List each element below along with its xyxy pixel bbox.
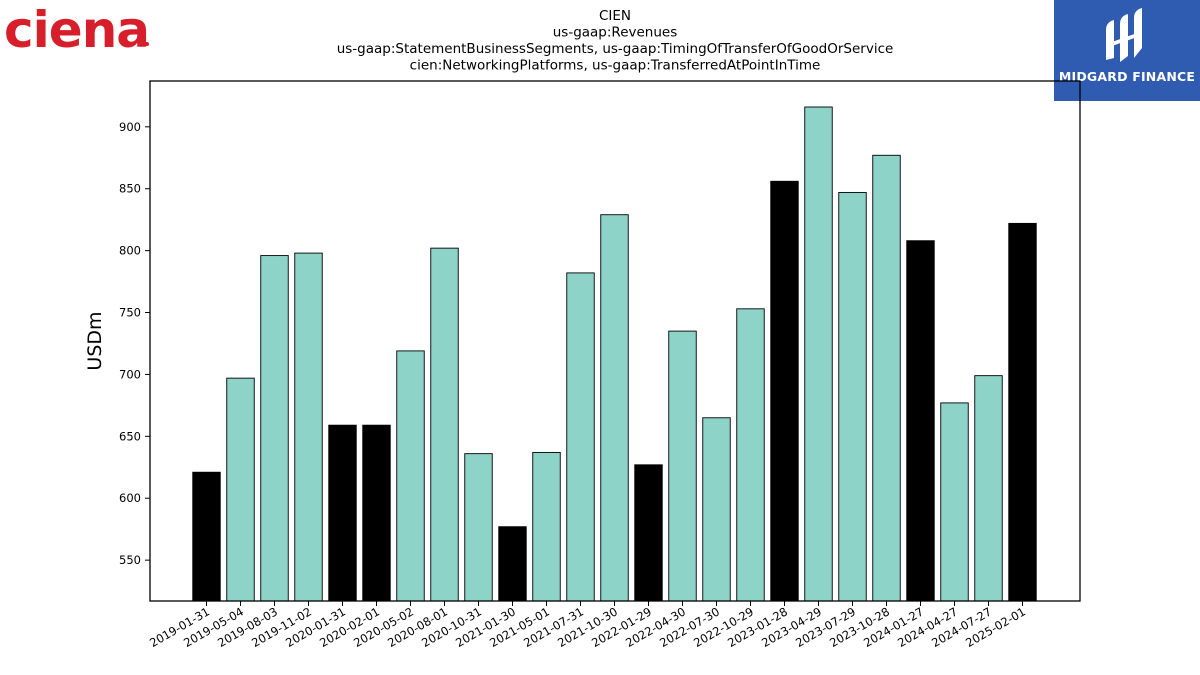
bar: [192, 471, 221, 602]
chart-title: CIENus-gaap:Revenuesus-gaap:StatementBus…: [337, 8, 894, 74]
x-axis: 2019-01-312019-05-042019-08-032019-11-02…: [147, 601, 1028, 650]
bar: [770, 180, 799, 602]
y-tick-label: 650: [119, 429, 141, 443]
y-tick-label: 750: [119, 306, 141, 320]
bar: [294, 252, 323, 602]
bar: [634, 464, 663, 602]
y-axis-label: USDm: [84, 311, 106, 370]
midgard-finance-logo: MIDGARD FINANCE: [1054, 0, 1200, 101]
y-tick-label: 800: [119, 244, 141, 258]
bar: [668, 330, 697, 602]
bar: [906, 240, 935, 602]
y-tick-label: 600: [119, 491, 141, 505]
bar: [396, 350, 425, 602]
bar: [838, 191, 867, 602]
bar: [498, 526, 527, 602]
y-tick-label: 900: [119, 120, 141, 134]
bar: [736, 308, 765, 602]
bar: [600, 214, 629, 602]
y-axis: 550 600 650 700 750 800 850 900: [119, 120, 150, 567]
bar: [804, 106, 833, 602]
bar: [362, 424, 391, 602]
bar: [260, 255, 289, 602]
ciena-logo: ciena: [4, 0, 154, 59]
y-tick-label: 850: [119, 182, 141, 196]
ciena-logo-text: ciena: [4, 1, 149, 56]
bar: [566, 272, 595, 602]
midgard-finance-logo-text: MIDGARD FINANCE: [1058, 69, 1196, 84]
chart-title-line: CIEN: [599, 8, 631, 24]
y-tick-label: 550: [119, 553, 141, 567]
bar: [702, 417, 731, 602]
bar: [430, 247, 459, 602]
bar: [1008, 222, 1037, 602]
midgard-emblem-icon: [1106, 8, 1142, 62]
chart-title-line: cien:NetworkingPlatforms, us-gaap:Transf…: [410, 58, 821, 74]
chart-title-line: us-gaap:StatementBusinessSegments, us-ga…: [337, 41, 894, 57]
y-tick-label: 700: [119, 367, 141, 381]
bars: [192, 106, 1037, 602]
bar: [974, 375, 1003, 602]
bar: [464, 453, 493, 602]
chart-title-line: us-gaap:Revenues: [553, 25, 678, 41]
bar: [328, 424, 357, 602]
bar: [872, 154, 901, 602]
bar: [226, 377, 255, 602]
bar: [532, 451, 561, 602]
bar: [940, 402, 969, 602]
